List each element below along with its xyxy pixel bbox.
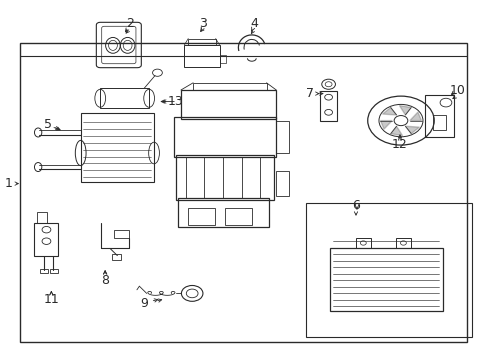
Bar xyxy=(188,39,215,45)
Polygon shape xyxy=(382,108,396,115)
Bar xyxy=(114,230,128,238)
Text: 2: 2 xyxy=(125,17,133,30)
Bar xyxy=(355,238,370,248)
Bar xyxy=(100,88,149,108)
Bar xyxy=(219,55,226,63)
Bar xyxy=(193,83,266,90)
Bar xyxy=(20,43,466,342)
Bar xyxy=(276,121,288,153)
Bar xyxy=(40,269,48,273)
Bar xyxy=(37,212,47,223)
Bar xyxy=(319,91,337,121)
Bar xyxy=(176,155,273,200)
Text: 6: 6 xyxy=(351,199,359,212)
Bar xyxy=(432,115,446,130)
Bar xyxy=(395,238,410,248)
Polygon shape xyxy=(390,126,402,136)
Polygon shape xyxy=(399,105,410,115)
Text: 9: 9 xyxy=(140,297,148,310)
Polygon shape xyxy=(405,126,419,134)
Text: 5: 5 xyxy=(44,118,52,131)
Bar xyxy=(112,254,121,260)
Text: 12: 12 xyxy=(391,138,407,151)
Text: 8: 8 xyxy=(101,274,109,287)
Polygon shape xyxy=(409,112,421,121)
Text: 10: 10 xyxy=(448,84,464,97)
Text: 3: 3 xyxy=(199,17,206,30)
Bar xyxy=(178,198,268,227)
Bar xyxy=(34,223,58,256)
Text: 7: 7 xyxy=(305,87,313,100)
Bar xyxy=(173,117,276,157)
Bar xyxy=(81,113,154,182)
Bar xyxy=(329,248,442,311)
Bar xyxy=(425,95,453,137)
Polygon shape xyxy=(380,121,391,129)
Bar xyxy=(224,208,251,225)
Bar xyxy=(305,203,471,337)
Text: 1: 1 xyxy=(5,177,13,190)
Bar xyxy=(181,90,276,119)
Bar xyxy=(188,208,215,225)
Text: 13: 13 xyxy=(168,95,183,108)
Text: 4: 4 xyxy=(250,17,258,30)
Bar xyxy=(184,45,219,67)
Bar xyxy=(50,269,58,273)
Bar xyxy=(276,171,288,196)
Text: 11: 11 xyxy=(43,293,59,306)
